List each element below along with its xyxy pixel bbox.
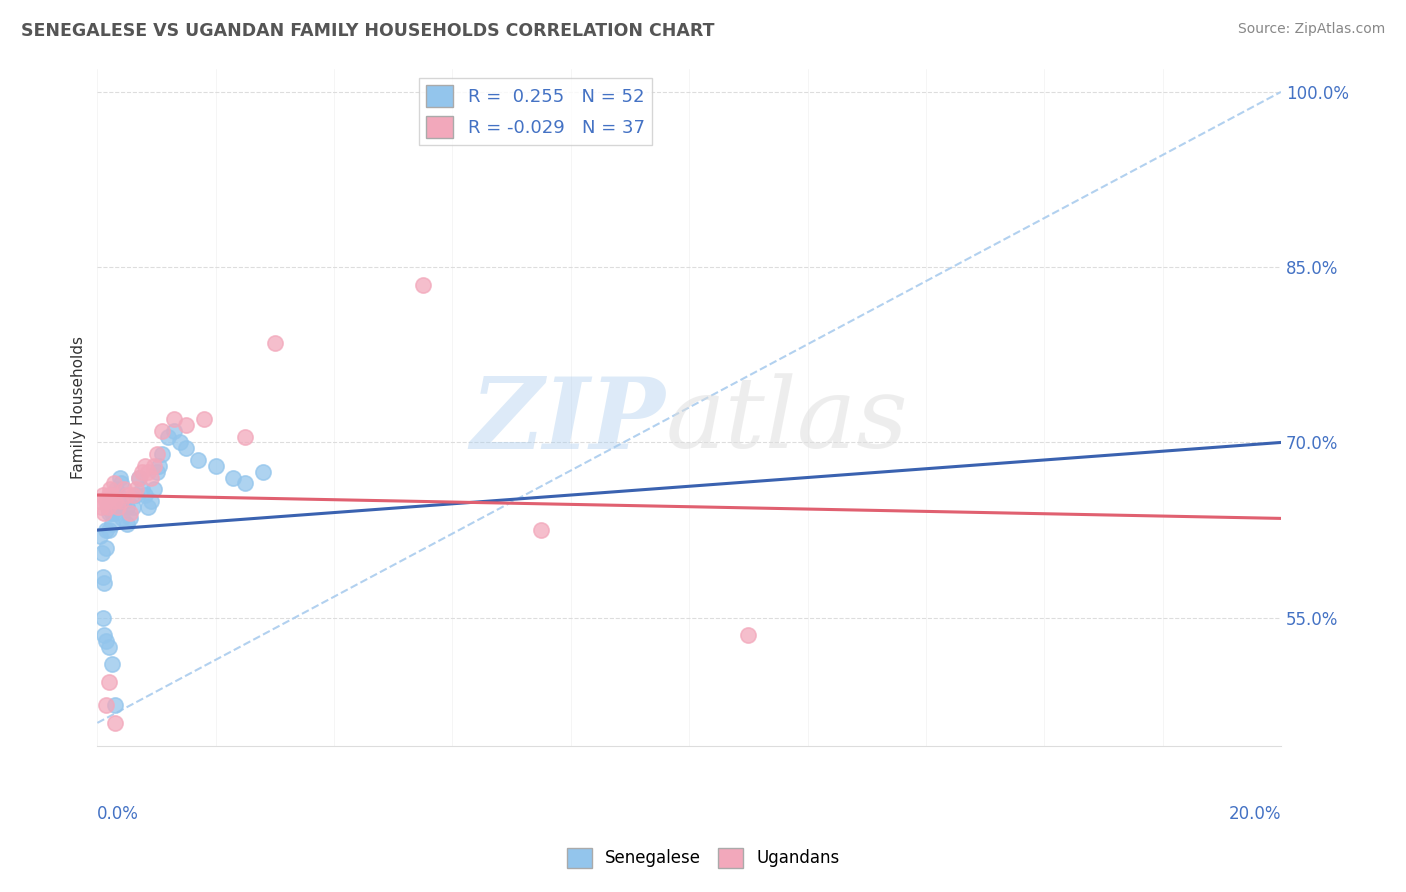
Point [233,429,256,443]
Point [142,458,165,473]
Point [104,506,127,520]
Point [108,470,131,484]
Point [115,500,138,514]
Point [163,412,186,426]
Point [110,494,132,508]
Y-axis label: Family Households: Family Households [72,336,86,479]
Point [98,640,121,654]
Point [125,488,148,502]
Point [104,488,127,502]
Point [148,458,170,473]
Point [103,494,125,508]
Point [93,628,115,642]
Point [97,500,120,514]
Point [737,628,759,642]
Point [98,488,121,502]
Point [136,500,159,514]
Point [101,506,124,520]
Point [110,494,132,508]
Point [152,424,174,438]
Point [89,494,111,508]
Point [128,470,150,484]
Point [131,465,153,479]
Point [101,657,124,672]
Point [131,482,153,496]
Point [187,453,209,467]
Text: atlas: atlas [665,373,908,468]
Point [252,465,274,479]
Point [222,470,245,484]
Point [107,488,129,502]
Point [115,488,138,502]
Point [98,523,121,537]
Point [169,435,191,450]
Text: 0.0%: 0.0% [97,805,139,822]
Point [98,675,121,690]
Point [91,611,114,625]
Point [193,412,215,426]
Point [98,506,121,520]
Point [112,494,135,508]
Point [93,575,115,590]
Point [134,458,156,473]
Point [107,500,129,514]
Point [145,447,167,461]
Point [98,482,121,496]
Point [111,511,134,525]
Point [107,500,129,514]
Point [125,482,148,496]
Point [97,500,120,514]
Point [118,506,141,520]
Point [89,529,111,543]
Point [98,494,121,508]
Point [163,424,186,438]
Point [101,488,124,502]
Legend: R =  0.255   N = 52, R = -0.029   N = 37: R = 0.255 N = 52, R = -0.029 N = 37 [419,78,652,145]
Point [96,523,118,537]
Point [103,476,125,491]
Point [174,417,197,432]
Point [142,482,165,496]
Point [96,494,118,508]
Point [121,500,143,514]
Point [139,494,162,508]
Point [91,570,114,584]
Point [128,470,150,484]
Text: 20.0%: 20.0% [1229,805,1281,822]
Point [93,506,115,520]
Point [118,511,141,525]
Point [145,465,167,479]
Text: Source: ZipAtlas.com: Source: ZipAtlas.com [1237,22,1385,37]
Point [101,517,124,532]
Point [204,458,226,473]
Point [91,546,114,560]
Point [121,488,143,502]
Point [110,476,132,491]
Text: ZIP: ZIP [471,373,665,469]
Point [136,465,159,479]
Point [157,429,180,443]
Point [412,277,434,292]
Point [174,442,197,456]
Point [264,336,287,351]
Point [134,488,156,502]
Point [91,488,114,502]
Point [104,715,127,730]
Legend: Senegalese, Ugandans: Senegalese, Ugandans [560,841,846,875]
Point [530,523,553,537]
Point [96,634,118,648]
Point [152,447,174,461]
Point [104,698,127,713]
Point [115,517,138,532]
Point [112,482,135,496]
Point [139,470,162,484]
Point [90,500,112,514]
Point [96,698,118,713]
Point [96,541,118,555]
Point [105,482,128,496]
Point [233,476,256,491]
Text: SENEGALESE VS UGANDAN FAMILY HOUSEHOLDS CORRELATION CHART: SENEGALESE VS UGANDAN FAMILY HOUSEHOLDS … [21,22,714,40]
Point [104,494,127,508]
